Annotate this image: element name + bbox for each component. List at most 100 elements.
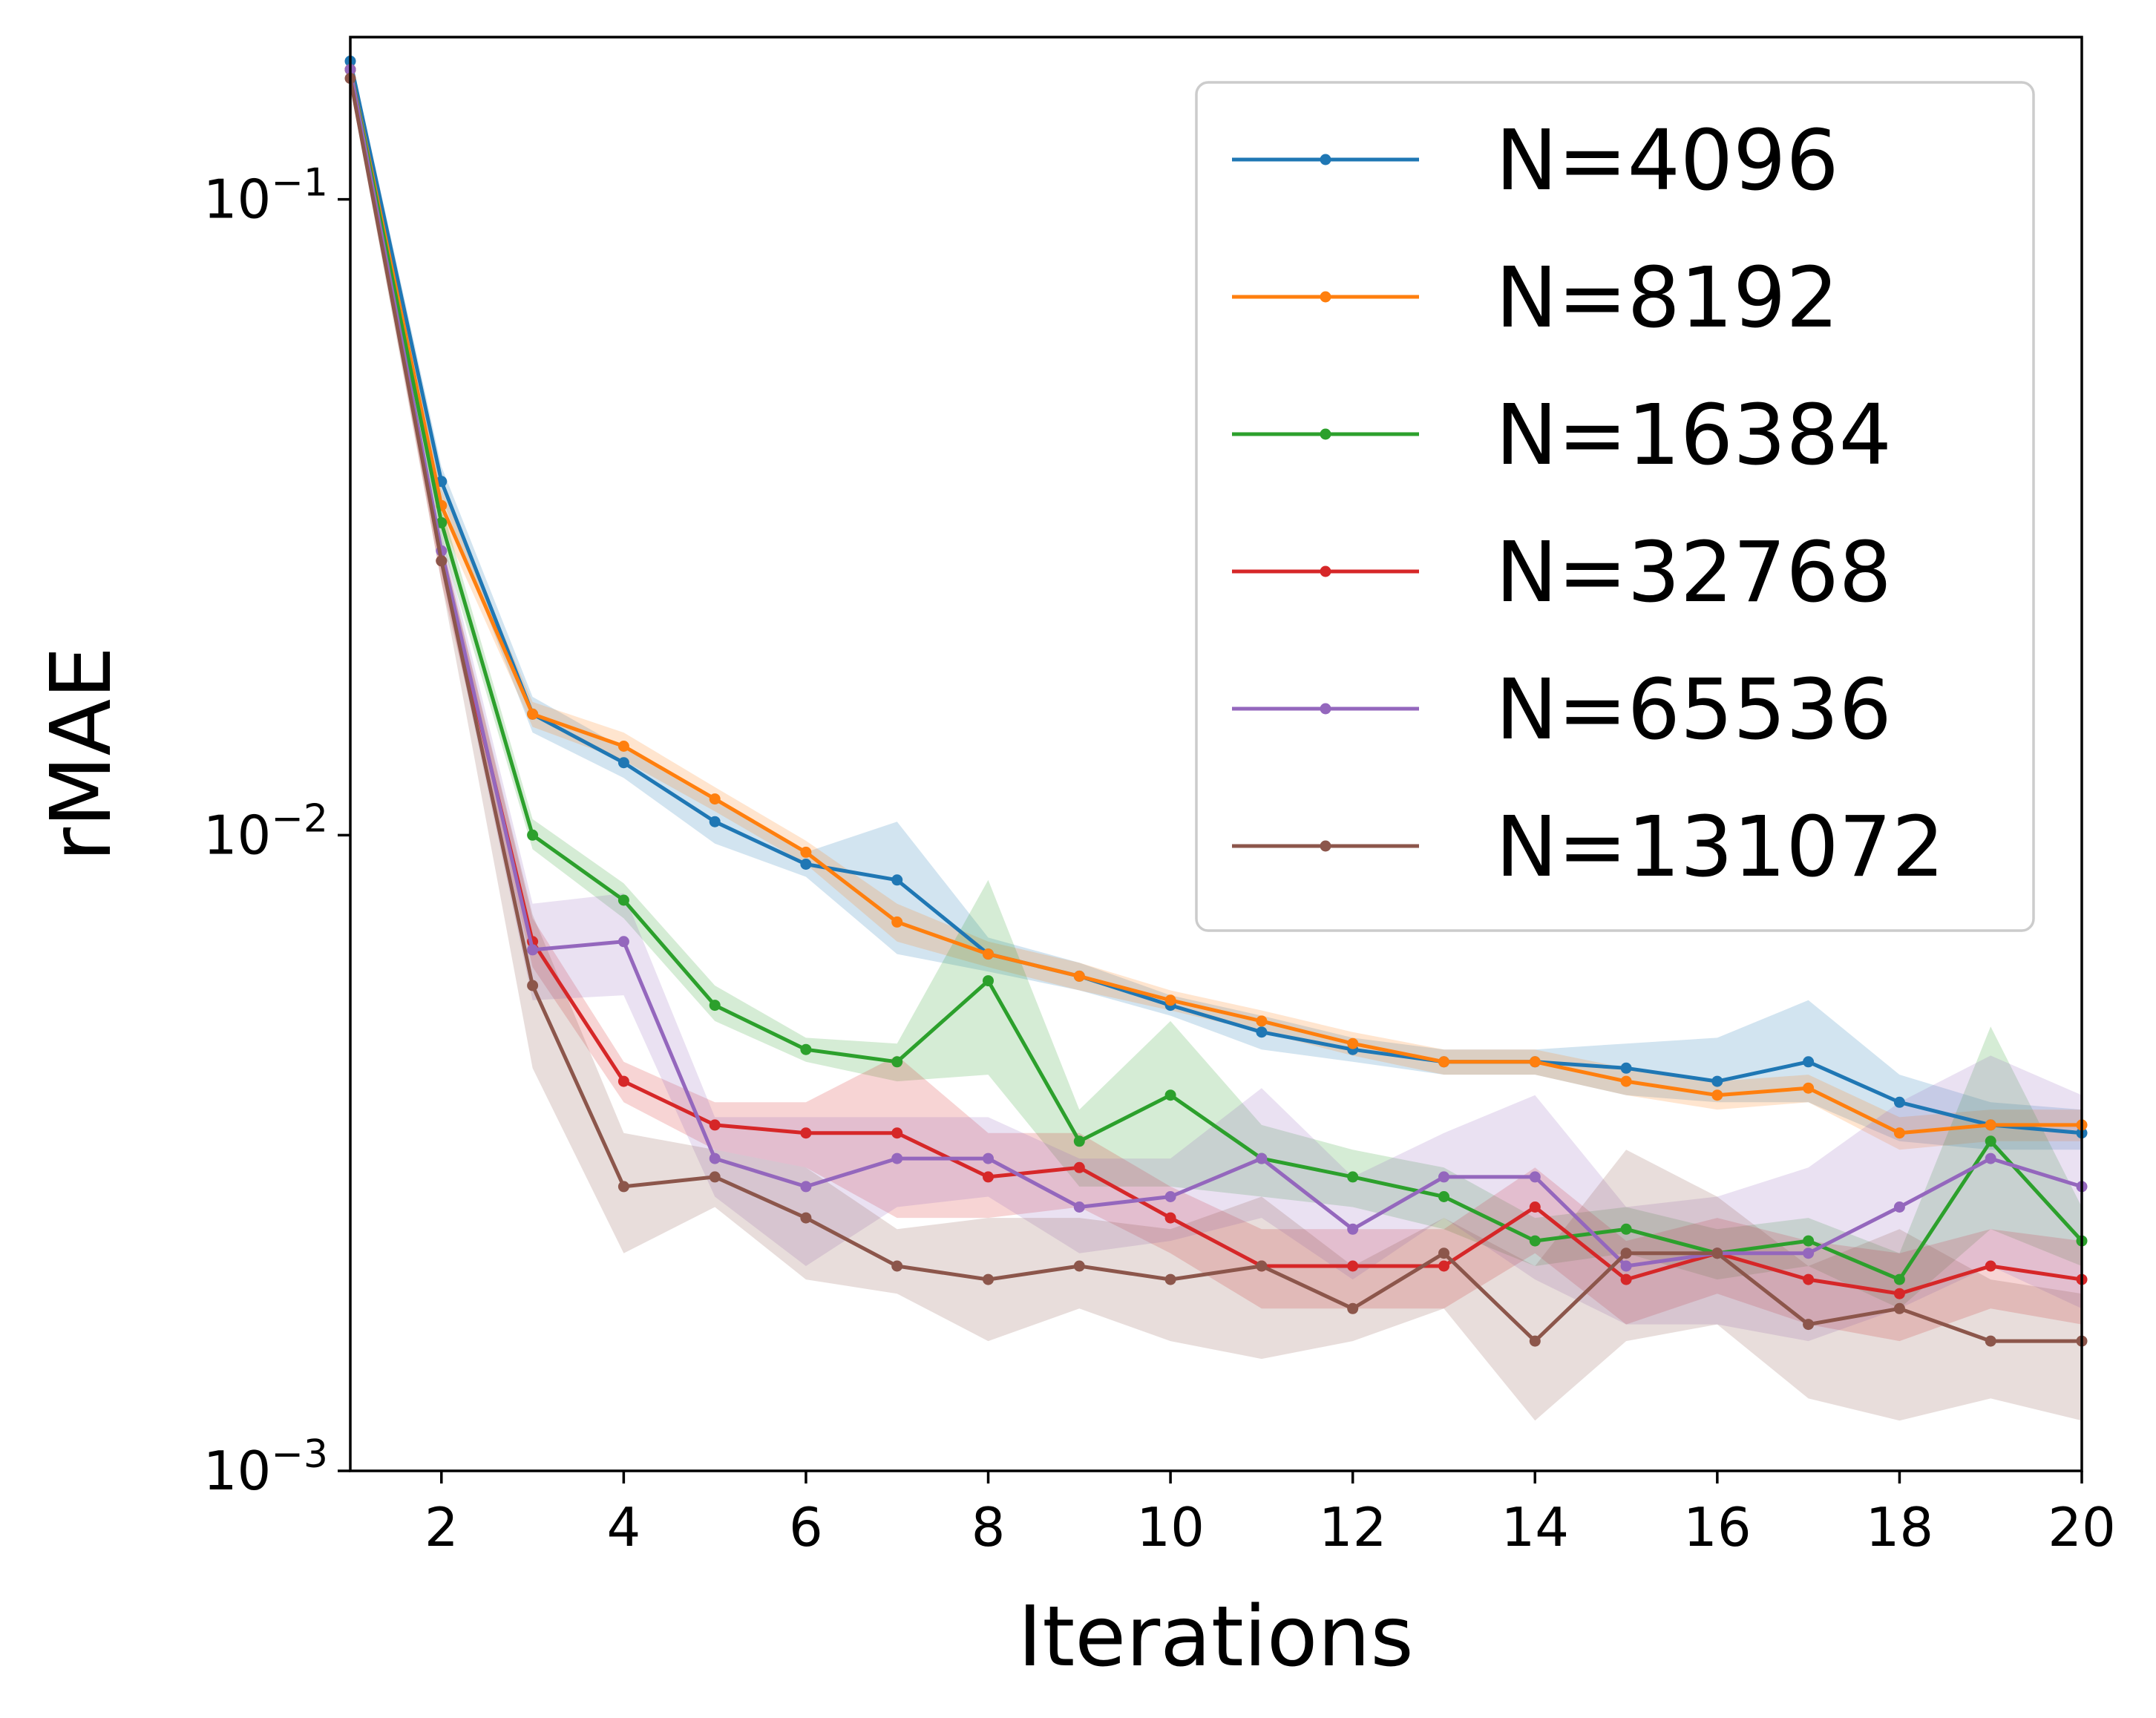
point-series-3-x17 (1803, 1235, 1815, 1247)
legend-label: N=8192 (1495, 250, 1839, 347)
legend-swatch-marker (1320, 291, 1331, 303)
point-series-5-x19 (1985, 1153, 1996, 1164)
legend-item-4: N=32768 (1232, 525, 1892, 621)
point-series-2-x12 (1347, 1037, 1359, 1049)
legend-label: N=65536 (1495, 662, 1892, 758)
point-series-2-x9 (1073, 970, 1085, 982)
point-series-1-x17 (1803, 1056, 1815, 1068)
x-tick-label: 8 (971, 1496, 1006, 1558)
point-series-5-x15 (1620, 1260, 1632, 1272)
legend-label: N=32768 (1495, 525, 1892, 621)
point-series-4-x13 (1438, 1260, 1449, 1272)
point-series-5-x7 (891, 1153, 903, 1164)
point-series-6-x15 (1620, 1247, 1632, 1259)
point-series-6-x4 (617, 1181, 629, 1193)
point-series-3-x13 (1438, 1191, 1449, 1202)
x-tick-label: 4 (606, 1496, 640, 1558)
legend-item-3: N=16384 (1232, 387, 1892, 484)
line-series-3 (348, 69, 2083, 1282)
point-series-6-x12 (1347, 1302, 1359, 1314)
point-series-2-x16 (1711, 1089, 1723, 1101)
series-6 (344, 73, 2088, 1347)
point-series-6-x18 (1893, 1302, 1905, 1314)
legend-item-6: N=131072 (1232, 799, 1944, 896)
line-series-5 (348, 69, 2083, 1268)
point-series-2-x4 (617, 741, 629, 752)
x-axis: 2 4 6 8 10 12 14 16 18 20 (425, 1471, 2116, 1558)
point-series-2-x11 (1256, 1015, 1268, 1027)
point-series-2-x5 (709, 793, 721, 805)
point-series-6-x7 (891, 1260, 903, 1272)
point-series-2-x7 (891, 916, 903, 928)
line-series-2 (348, 69, 2082, 1135)
y-axis-label: rMAE (33, 646, 130, 862)
point-series-3-x6 (800, 1043, 812, 1055)
y-tick-label: 10−3 (203, 1432, 328, 1502)
point-series-3-x15 (1620, 1223, 1632, 1235)
point-series-6-x14 (1529, 1335, 1541, 1347)
x-tick-label: 16 (1683, 1496, 1752, 1558)
point-series-1-x5 (709, 816, 721, 827)
point-series-2-x15 (1620, 1075, 1632, 1087)
legend-label: N=4096 (1495, 113, 1839, 209)
x-tick-label: 18 (1866, 1496, 1934, 1558)
y-axis: 10−1 10−2 10−3 (203, 161, 350, 1502)
point-series-6-x11 (1256, 1260, 1268, 1272)
line-series-1 (348, 60, 2083, 1135)
point-series-4-x10 (1164, 1212, 1176, 1224)
x-tick-label: 20 (2048, 1496, 2116, 1558)
line-series-6 (348, 78, 2082, 1343)
point-series-5-x17 (1803, 1247, 1815, 1259)
point-series-2-x10 (1164, 994, 1176, 1006)
point-series-2-x17 (1803, 1082, 1815, 1094)
point-series-1-x4 (617, 757, 629, 769)
series-4 (344, 64, 2088, 1299)
point-series-3-x18 (1893, 1273, 1905, 1285)
legend-item-2: N=8192 (1232, 250, 1839, 347)
point-series-5-x14 (1529, 1171, 1541, 1183)
point-series-5-x8 (983, 1153, 994, 1164)
y-tick-label: 10−1 (203, 161, 328, 231)
point-series-6-x6 (800, 1212, 812, 1224)
legend: N=4096 N=8192 N=16384 N=32768 N=65536 N=13107… (1195, 81, 2035, 932)
legend-swatch-marker (1320, 565, 1331, 577)
point-series-5-x9 (1073, 1201, 1085, 1213)
point-series-3-x8 (983, 975, 994, 987)
point-series-3-x7 (891, 1056, 903, 1068)
x-tick-label: 2 (425, 1496, 459, 1558)
legend-frame (1195, 81, 2035, 932)
x-tick-label: 10 (1136, 1496, 1205, 1558)
point-series-3-x4 (617, 894, 629, 906)
band-series-5 (350, 61, 2082, 1342)
point-series-4-x8 (983, 1171, 994, 1183)
series-1 (344, 55, 2088, 1139)
point-series-3-x10 (1164, 1089, 1176, 1101)
legend-item-1: N=4096 (1232, 113, 1839, 209)
legend-swatch-marker (1320, 703, 1331, 715)
legend-swatch-marker (1320, 428, 1331, 440)
line-series-4 (348, 69, 2083, 1296)
point-series-1-x18 (1893, 1096, 1905, 1108)
x-axis-label: Iterations (1018, 1589, 1413, 1685)
x-tick-label: 12 (1319, 1496, 1387, 1558)
point-series-6-x16 (1711, 1247, 1723, 1259)
point-series-1-x11 (1256, 1026, 1268, 1038)
point-series-2-x19 (1985, 1119, 1996, 1131)
legend-label: N=16384 (1495, 387, 1892, 484)
point-series-2-x13 (1438, 1056, 1449, 1068)
point-series-6-x8 (983, 1273, 994, 1285)
point-series-6-x13 (1438, 1247, 1449, 1259)
legend-label: N=131072 (1495, 799, 1944, 896)
point-series-5-x6 (800, 1181, 812, 1193)
point-series-1-x16 (1711, 1075, 1723, 1087)
point-series-2-x3 (527, 708, 539, 720)
point-series-5-x10 (1164, 1191, 1176, 1202)
band-series-6 (350, 69, 2082, 1421)
point-series-6-x17 (1803, 1319, 1815, 1331)
series-lines (344, 55, 2088, 1347)
point-series-4-x9 (1073, 1161, 1085, 1173)
point-series-4-x14 (1529, 1201, 1541, 1213)
point-series-6-x2 (436, 555, 448, 567)
point-series-1-x7 (891, 874, 903, 886)
